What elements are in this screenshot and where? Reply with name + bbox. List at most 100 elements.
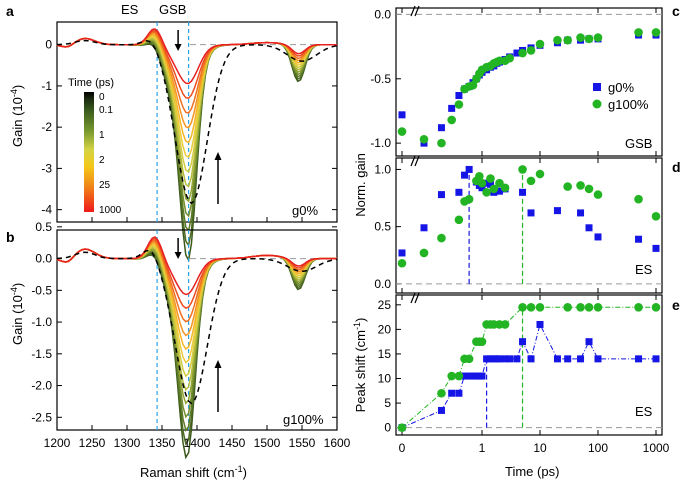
g0-data-point	[527, 355, 535, 363]
g100-data-point	[634, 28, 643, 37]
panel-a-y-label: Gain (10-4)	[9, 85, 25, 147]
g0-data-point	[519, 188, 527, 196]
g0-data-point	[465, 372, 473, 380]
g100-data-point	[477, 337, 487, 346]
legend-g100-label: g100%	[608, 97, 649, 112]
panel-e: e 25 20 15 10 5 0 ES Peak shift (cm-1) 0 1 10 10…	[352, 292, 680, 479]
panel-c-frame	[395, 7, 663, 157]
g100-data-point	[584, 184, 594, 194]
legend-square-marker	[593, 83, 601, 91]
x-tick-label: 1550	[289, 436, 316, 450]
colorbar-title: Time (ps)	[68, 77, 114, 89]
g100-data-point	[489, 184, 499, 194]
y-tick-label: -0.5	[370, 72, 391, 86]
up-arrow-head	[214, 152, 222, 160]
g0-data-point	[437, 124, 445, 132]
colorbar-tick-label: 2	[99, 155, 105, 166]
y-tick-label: 0	[45, 38, 52, 52]
panel-d-points	[397, 165, 661, 284]
x-tick-label: 1350	[149, 436, 176, 450]
time-x-tick-label: 100	[588, 441, 608, 455]
up-arrow-head	[214, 360, 222, 368]
g0-data-point	[635, 355, 643, 363]
g100-data-point	[634, 302, 643, 312]
g0-data-point	[527, 209, 535, 217]
g0-data-point	[652, 244, 660, 252]
g0-data-point	[448, 104, 456, 112]
panel-e-frame	[395, 294, 663, 436]
g0-data-point	[478, 372, 486, 380]
g100-data-point	[563, 302, 572, 312]
panel-c-legend: g0% g100%	[592, 80, 649, 112]
g100-data-point	[563, 35, 572, 45]
g100-data-point	[486, 174, 495, 183]
g100-data-point	[584, 34, 594, 44]
g100-data-point	[437, 138, 446, 148]
y-tick-label: 20	[378, 322, 392, 336]
g100-data-point	[576, 181, 585, 190]
colorbar-tick-label: 1	[99, 130, 105, 141]
y-tick-label: 0.0	[374, 7, 391, 21]
g0-data-point	[519, 338, 527, 346]
y-tick-label: 0.0	[374, 277, 391, 291]
y-tick-label: -0.5	[31, 283, 52, 297]
g100-data-point	[634, 194, 643, 204]
g100-data-point	[518, 48, 527, 58]
g100-data-point	[464, 194, 474, 204]
g0-data-point	[553, 207, 561, 215]
panel-d-letter: d	[672, 159, 681, 175]
g100-data-point	[526, 176, 536, 186]
es-top-label: ES	[121, 2, 139, 17]
panel-d-axes: 1.0 0.5 0.0	[374, 155, 662, 293]
legend-circle-marker	[592, 99, 602, 109]
panel-e-points	[397, 302, 661, 432]
g100-data-point	[535, 302, 545, 312]
g100-data-point	[576, 33, 585, 42]
axis-break	[414, 5, 420, 17]
g100-data-point	[500, 183, 510, 193]
colorbar-tick-label: 25	[99, 180, 111, 191]
reference-dashed-line	[56, 249, 338, 405]
y-tick-label: 5	[384, 396, 391, 410]
y-tick-label: -2	[41, 120, 52, 134]
g100-data-point	[526, 46, 536, 55]
colorbar-ticks: 0 0.1 1 2 25 1000	[99, 92, 122, 216]
y-tick-label: 25	[378, 298, 392, 312]
g0-data-point	[495, 187, 503, 195]
down-arrow-head	[174, 44, 182, 51]
gsb-top-label: GSB	[159, 2, 186, 17]
g0-data-point	[513, 355, 521, 363]
g100-data-point	[454, 215, 464, 225]
g100-data-point	[397, 127, 407, 136]
g100-data-point	[535, 169, 545, 179]
g0-data-point	[495, 355, 503, 363]
panel-a-y-axis: 0 -1 -2 -3 -4	[41, 38, 337, 217]
panel-c-region-label: GSB	[625, 136, 652, 151]
panel-a-spectra	[56, 22, 338, 263]
y-tick-label: -3	[41, 161, 52, 175]
g100-data-point	[437, 388, 446, 398]
panel-b: b 0.5 0.0 -0.5 -1.0 -1.5 -2.0 -2.5 g100% Gain …	[6, 217, 351, 480]
g100-data-point	[447, 371, 456, 381]
colorbar-tick-label: 0	[99, 92, 105, 103]
g100-data-point	[651, 302, 661, 312]
g100-data-point	[593, 33, 603, 42]
norm-gain-y-label: Norm. gain	[353, 153, 368, 217]
panel-a-letter: a	[6, 3, 14, 19]
g0-data-point	[536, 320, 544, 328]
g0-data-point	[478, 184, 486, 192]
g0-data-point	[577, 209, 585, 217]
y-tick-label: -1	[41, 79, 52, 93]
panel-e-axes: 25 20 15 10 5 0	[378, 292, 662, 435]
g0-data-point	[461, 372, 469, 380]
reference-dashed-line	[56, 39, 338, 205]
g100-data-point	[437, 233, 446, 243]
y-tick-label: -2.0	[31, 379, 52, 393]
axis-break	[410, 155, 416, 167]
panel-c-points	[397, 28, 661, 148]
g100-data-point	[477, 178, 487, 188]
panel-e-letter: e	[672, 297, 680, 313]
x-tick-label: 1250	[79, 436, 106, 450]
g0-data-point	[486, 180, 494, 188]
g100-data-point	[464, 354, 474, 364]
